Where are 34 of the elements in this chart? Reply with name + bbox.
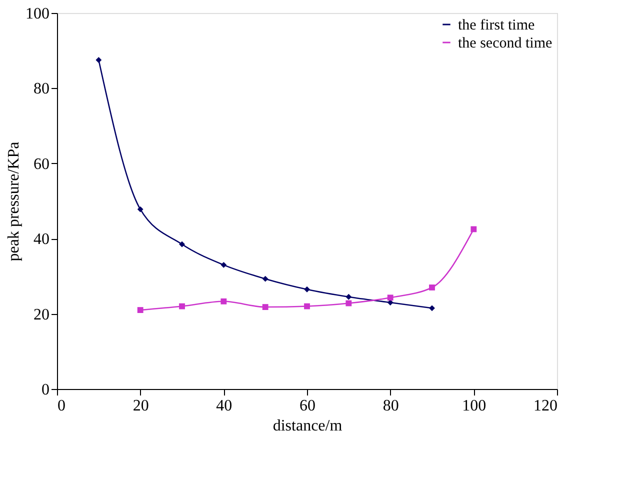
x-tick-label: 80: [382, 398, 399, 414]
y-tick-label: 80: [34, 80, 50, 98]
legend-label: the first time: [458, 18, 535, 34]
x-axis-title: distance/m: [272, 418, 343, 434]
point: [220, 262, 227, 268]
point: [179, 241, 185, 248]
legend-label: the second time: [458, 36, 552, 52]
point: [346, 294, 352, 300]
point: [137, 307, 144, 313]
y-tick-label: 100: [26, 6, 50, 22]
point: [220, 298, 227, 304]
point: [262, 304, 268, 310]
x-tick-label: 100: [462, 398, 486, 414]
y-tick-label: 60: [34, 156, 50, 173]
point: [304, 286, 310, 292]
x-tick-label: 0: [58, 398, 66, 414]
y-tick-label: 40: [34, 231, 50, 248]
point: [262, 276, 268, 282]
x-tick-label: 120: [534, 398, 558, 414]
point: [470, 226, 477, 232]
point: [387, 294, 394, 301]
y-tick-label: 20: [34, 306, 50, 324]
y-tick-label: 0: [42, 382, 50, 398]
x-tick-label: 20: [132, 398, 149, 414]
x-tick-label: 60: [300, 398, 316, 414]
point: [179, 303, 185, 310]
point: [429, 305, 435, 312]
point: [96, 57, 102, 63]
point: [137, 206, 144, 212]
point: [346, 300, 352, 306]
point: [429, 284, 435, 290]
y-axis-title: peak pressure/KPa: [6, 142, 22, 262]
x-tick-label: 40: [216, 398, 232, 414]
point: [304, 303, 310, 310]
